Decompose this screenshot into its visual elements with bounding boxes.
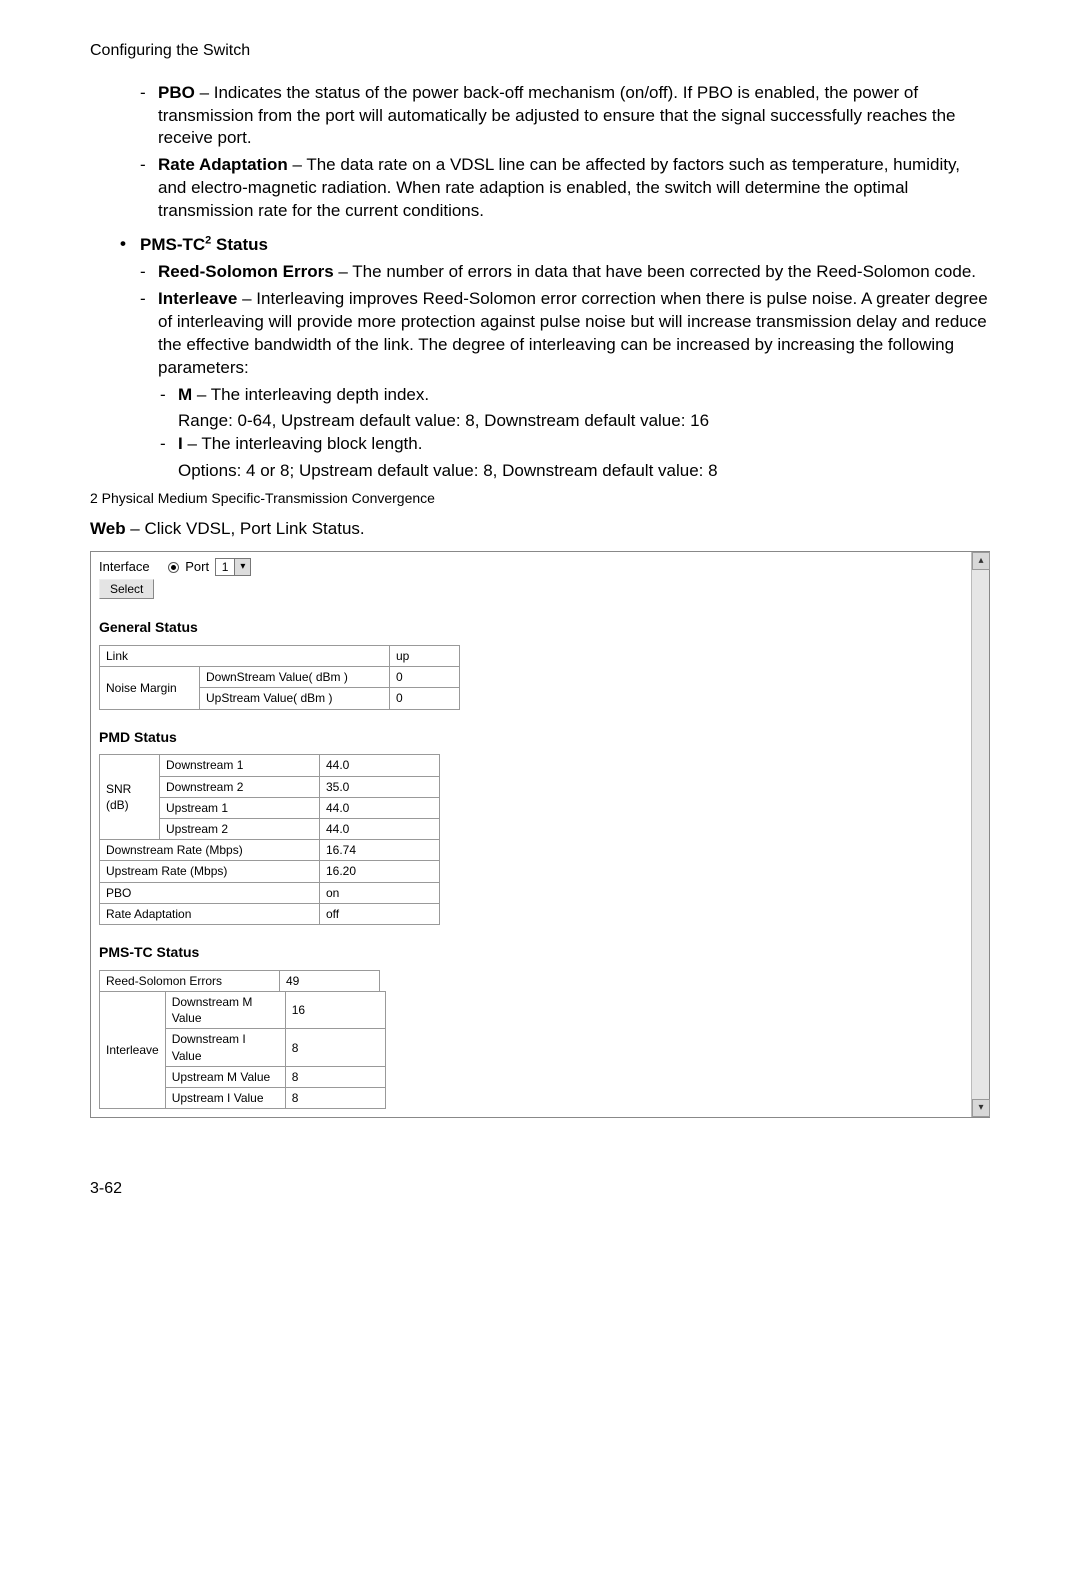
pmd-table: SNR (dB) Downstream 1 44.0 Downstream 2 … [99, 754, 440, 925]
m-label: M [178, 385, 192, 404]
dash-marker: - [140, 154, 158, 223]
pmd-row-label: Upstream 1 [160, 797, 320, 818]
pmd-row-label: Downstream 1 [160, 755, 320, 776]
rs-text: – The number of errors in data that have… [334, 262, 976, 281]
us-value: 0 [390, 688, 460, 709]
pmd-row-value: 44.0 [320, 819, 440, 840]
il-row-value: 8 [285, 1029, 385, 1066]
il-row-label: Downstream M Value [165, 992, 285, 1029]
port-radio-group[interactable]: Port 1 ▾ [168, 558, 252, 576]
interleave-row-label: Interleave [100, 992, 166, 1109]
i-text: – The interleaving block length. [183, 434, 423, 453]
general-status-title: General Status [99, 618, 959, 637]
pmd-row-label: Upstream 2 [160, 819, 320, 840]
port-dropdown[interactable]: 1 ▾ [215, 558, 252, 576]
rs-errors-table: Reed-Solomon Errors 49 [99, 970, 380, 992]
ds-value: 0 [390, 667, 460, 688]
link-label-cell: Link [100, 646, 390, 667]
select-button[interactable]: Select [99, 579, 154, 599]
il-row-label: Upstream M Value [165, 1066, 285, 1087]
pmd-row-value: 35.0 [320, 776, 440, 797]
rate-adapt-value: off [320, 903, 440, 924]
rs-errors-label: Reed-Solomon Errors [100, 970, 280, 991]
dash-marker: - [140, 261, 158, 284]
web-post: – Click VDSL, Port Link Status. [126, 519, 365, 538]
pmd-row-value: 44.0 [320, 755, 440, 776]
us-rate-value: 16.20 [320, 861, 440, 882]
noise-margin-label: Noise Margin [100, 667, 200, 709]
m-bullet: M – The interleaving depth index. Range:… [178, 384, 990, 434]
vertical-scrollbar[interactable]: ▴ ▾ [971, 552, 989, 1117]
i-bullet: I – The interleaving block length. Optio… [178, 433, 990, 483]
snr-label: SNR (dB) [100, 755, 160, 840]
il-row-label: Downstream I Value [165, 1029, 285, 1066]
interface-label: Interface [99, 558, 150, 576]
pbo-value: on [320, 882, 440, 903]
ds-label: DownStream Value( dBm ) [200, 667, 390, 688]
rate-adapt-label: Rate Adaptation [100, 903, 320, 924]
interleave-bullet: Interleave – Interleaving improves Reed-… [158, 288, 990, 380]
ds-rate-value: 16.74 [320, 840, 440, 861]
dash-marker: - [160, 384, 178, 434]
bullet-dot: • [120, 233, 140, 257]
dash-marker: - [140, 288, 158, 380]
m-line2: Range: 0-64, Upstream default value: 8, … [178, 410, 990, 433]
rs-label: Reed-Solomon Errors [158, 262, 334, 281]
page-number: 3-62 [90, 1178, 990, 1200]
link-table: Link up [99, 645, 460, 667]
ds-rate-label: Downstream Rate (Mbps) [100, 840, 320, 861]
pmstc-heading: PMS-TC2 Status [140, 233, 268, 257]
us-label: UpStream Value( dBm ) [200, 688, 390, 709]
rate-label: Rate Adaptation [158, 155, 288, 174]
pmstc-heading-pre: PMS-TC [140, 235, 205, 254]
pbo-bullet: PBO – Indicates the status of the power … [158, 82, 990, 151]
us-rate-label: Upstream Rate (Mbps) [100, 861, 320, 882]
interleave-table: Interleave Downstream M Value 16 Downstr… [99, 991, 386, 1109]
interleave-label: Interleave [158, 289, 237, 308]
pmstc-status-title: PMS-TC Status [99, 943, 959, 962]
il-row-value: 16 [285, 992, 385, 1029]
il-row-value: 8 [285, 1087, 385, 1108]
scroll-up-button[interactable]: ▴ [972, 552, 990, 570]
pmd-status-title: PMD Status [99, 728, 959, 747]
pmd-row-label: Downstream 2 [160, 776, 320, 797]
il-row-label: Upstream I Value [165, 1087, 285, 1108]
web-pre: Web [90, 519, 126, 538]
pmd-row-value: 44.0 [320, 797, 440, 818]
link-value-cell: up [390, 646, 460, 667]
scroll-down-button[interactable]: ▾ [972, 1099, 990, 1117]
port-dropdown-value: 1 [216, 559, 235, 575]
rate-bullet: Rate Adaptation – The data rate on a VDS… [158, 154, 990, 223]
footnote: 2 Physical Medium Specific-Transmission … [90, 489, 990, 508]
pbo-label: PBO [100, 882, 320, 903]
screenshot-panel: ▴ ▾ Interface Port 1 ▾ Select General St… [90, 551, 990, 1118]
noise-margin-table: Noise Margin DownStream Value( dBm ) 0 U… [99, 666, 460, 709]
rs-errors-value: 49 [280, 970, 380, 991]
pmstc-heading-post: Status [211, 235, 268, 254]
il-row-value: 8 [285, 1066, 385, 1087]
dash-marker: - [160, 433, 178, 483]
m-text: – The interleaving depth index. [192, 385, 429, 404]
dash-marker: - [140, 82, 158, 151]
port-label: Port [185, 559, 209, 574]
web-instruction: Web – Click VDSL, Port Link Status. [90, 518, 990, 541]
i-line2: Options: 4 or 8; Upstream default value:… [178, 460, 990, 483]
page-header: Configuring the Switch [90, 40, 990, 62]
interleave-text: – Interleaving improves Reed-Solomon err… [158, 289, 988, 377]
pbo-text: – Indicates the status of the power back… [158, 83, 956, 148]
port-radio[interactable] [168, 562, 179, 573]
pbo-label: PBO [158, 83, 195, 102]
chevron-down-icon[interactable]: ▾ [234, 559, 250, 575]
rs-bullet: Reed-Solomon Errors – The number of erro… [158, 261, 990, 284]
